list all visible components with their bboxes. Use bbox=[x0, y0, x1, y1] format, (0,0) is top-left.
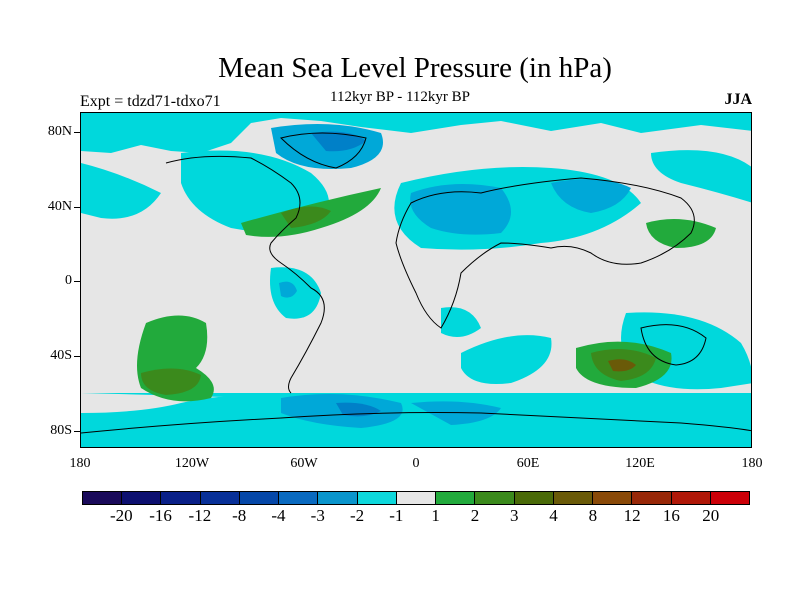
colorbar-label: 4 bbox=[549, 506, 558, 525]
arctic-cyan bbox=[81, 113, 751, 153]
north-pacific-cyan-west bbox=[81, 163, 161, 219]
colorbar-swatch bbox=[279, 492, 319, 504]
tick-0 bbox=[74, 281, 80, 282]
south-indian-cyan bbox=[461, 335, 552, 384]
colorbar-label: 16 bbox=[662, 506, 680, 525]
tick-40s bbox=[74, 356, 80, 357]
colorbar-label: 3 bbox=[509, 506, 519, 525]
colorbar-swatch bbox=[318, 492, 358, 504]
americas-coast bbox=[165, 155, 325, 394]
experiment-label: Expt = tdzd71-tdxo71 bbox=[80, 93, 221, 110]
australia-coast bbox=[640, 324, 707, 366]
sa-blue bbox=[279, 281, 297, 298]
lat-label-0: 0 bbox=[65, 273, 72, 288]
colorbar-label: 12 bbox=[623, 506, 641, 525]
lon-label-180e: 180 bbox=[741, 456, 763, 471]
plot-title: Mean Sea Level Pressure (in hPa) bbox=[218, 52, 612, 84]
colorbar bbox=[82, 491, 750, 505]
colorbar-label: 20 bbox=[702, 506, 720, 525]
colorbar-swatch bbox=[632, 492, 672, 504]
colorbar-swatch bbox=[396, 492, 437, 504]
colorbar-swatch bbox=[122, 492, 162, 504]
anomaly-deep-blue-regions bbox=[311, 131, 381, 417]
colorbar-label: -8 bbox=[232, 506, 247, 525]
colorbar-swatch bbox=[514, 492, 554, 504]
europe-blue bbox=[410, 184, 511, 235]
central-asia-blue bbox=[551, 179, 631, 213]
south-pacific-dark-green bbox=[141, 368, 201, 395]
colorbar-label: -12 bbox=[188, 506, 212, 525]
colorbar-swatch bbox=[671, 492, 711, 504]
coastlines bbox=[81, 132, 751, 434]
colorbar-label: -20 bbox=[109, 506, 133, 525]
south-indian-brown bbox=[608, 359, 636, 372]
lon-label-120e: 120E bbox=[625, 456, 655, 471]
lon-label-120w: 120W bbox=[174, 456, 210, 471]
lon-label-60e: 60E bbox=[516, 456, 540, 471]
lon-label-60w: 60W bbox=[290, 456, 318, 471]
pressure-anomaly-map bbox=[81, 113, 751, 447]
southern-ocean-cyan bbox=[81, 393, 751, 447]
colorbar-swatch bbox=[553, 492, 594, 504]
lat-label-40n: 40N bbox=[47, 199, 72, 214]
greenland-deep-blue bbox=[311, 131, 366, 152]
colorbar-swatch bbox=[593, 492, 633, 504]
colorbar-swatch bbox=[239, 492, 280, 504]
eurasia-africa-coast bbox=[395, 177, 695, 329]
colorbar-label: 8 bbox=[588, 506, 598, 525]
colorbar-label: 2 bbox=[470, 506, 480, 525]
tick-40n bbox=[74, 207, 80, 208]
season-label: JJA bbox=[724, 91, 752, 108]
lon-label-0: 0 bbox=[412, 456, 420, 471]
lat-label-80s: 80S bbox=[50, 423, 72, 438]
greenland-coast bbox=[280, 132, 367, 169]
antarctica-coast bbox=[81, 412, 751, 434]
colorbar-label: -1 bbox=[389, 506, 404, 525]
colorbar-swatch bbox=[200, 492, 240, 504]
colorbar-swatch bbox=[357, 492, 397, 504]
anomaly-brown-regions bbox=[608, 359, 636, 372]
lat-label-40s: 40S bbox=[50, 348, 72, 363]
lat-label-80n: 80N bbox=[47, 124, 72, 139]
tick-80n bbox=[74, 132, 80, 133]
colorbar-swatch bbox=[161, 492, 201, 504]
colorbar-swatch bbox=[710, 492, 749, 504]
colorbar-label: -3 bbox=[310, 506, 325, 525]
colorbar-label: -4 bbox=[271, 506, 286, 525]
colorbar-label: -16 bbox=[149, 506, 172, 525]
lon-label-180w: 180 bbox=[69, 456, 91, 471]
east-asia-cyan bbox=[651, 150, 751, 203]
colorbar-swatch bbox=[83, 492, 123, 504]
anomaly-cyan-regions bbox=[81, 113, 751, 447]
tick-80s bbox=[74, 431, 80, 432]
north-pacific-green bbox=[646, 219, 716, 248]
antarctic-blue-2 bbox=[411, 401, 501, 425]
map-panel bbox=[80, 112, 752, 448]
colorbar-swatch bbox=[436, 492, 476, 504]
north-atlantic-dark-green bbox=[281, 206, 331, 228]
antarctic-deep-blue bbox=[336, 402, 381, 417]
colorbar-label: 1 bbox=[431, 506, 440, 525]
south-africa-cyan bbox=[441, 307, 481, 337]
colorbar-swatch bbox=[475, 492, 515, 504]
period-label: 112kyr BP - 112kyr BP bbox=[330, 89, 471, 105]
colorbar-label: -2 bbox=[349, 506, 365, 525]
